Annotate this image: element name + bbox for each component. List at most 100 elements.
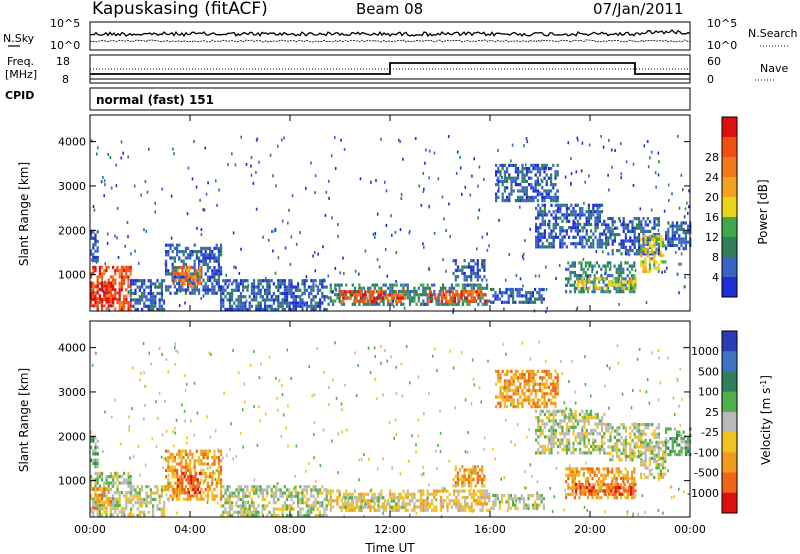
heatmap-cell bbox=[554, 409, 557, 413]
heatmap-cell bbox=[167, 288, 170, 292]
heatmap-cell bbox=[585, 428, 588, 433]
heatmap-cell bbox=[180, 275, 183, 279]
heatmap-cell bbox=[380, 137, 382, 141]
heatmap-cell bbox=[424, 508, 427, 512]
heatmap-cell bbox=[120, 285, 123, 289]
heatmap-cell bbox=[209, 256, 212, 260]
heatmap-cell bbox=[514, 369, 517, 373]
heatmap-cell bbox=[505, 300, 508, 304]
heatmap-cell bbox=[543, 229, 546, 233]
heatmap-cell bbox=[539, 173, 542, 177]
heatmap-cell bbox=[272, 298, 275, 302]
heatmap-cell bbox=[90, 230, 93, 234]
heatmap-cell bbox=[397, 499, 400, 503]
heatmap-cell bbox=[330, 154, 333, 158]
heatmap-cell bbox=[472, 283, 475, 287]
heatmap-cell bbox=[397, 299, 400, 303]
heatmap-cell bbox=[644, 448, 647, 452]
heatmap-cell bbox=[461, 286, 464, 290]
heatmap-cell bbox=[478, 296, 481, 300]
heatmap-cell bbox=[442, 286, 445, 290]
heatmap-cell bbox=[286, 285, 289, 289]
heatmap-cell bbox=[290, 235, 293, 239]
heatmap-cell bbox=[572, 441, 575, 445]
heatmap-cell bbox=[449, 290, 452, 294]
heatmap-cell bbox=[349, 492, 352, 496]
heatmap-cell bbox=[545, 173, 548, 177]
heatmap-cell bbox=[105, 281, 108, 285]
heatmap-cell bbox=[510, 369, 513, 373]
heatmap-cell bbox=[167, 459, 170, 463]
heatmap-cell bbox=[472, 465, 475, 469]
heatmap-cell bbox=[640, 247, 643, 251]
heatmap-cell bbox=[648, 257, 651, 261]
heatmap-cell bbox=[271, 230, 273, 233]
heatmap-cell bbox=[653, 244, 656, 248]
heatmap-cell bbox=[215, 484, 218, 488]
heatmap-cell bbox=[605, 451, 608, 455]
heatmap-cell bbox=[543, 376, 546, 380]
heatmap-cell bbox=[261, 295, 264, 299]
heatmap-cell bbox=[191, 282, 194, 286]
heatmap-cell bbox=[512, 379, 515, 383]
heatmap-cell bbox=[202, 246, 205, 250]
heatmap-cell bbox=[118, 475, 121, 479]
heatmap-cell bbox=[277, 298, 280, 302]
heatmap-cell bbox=[606, 261, 609, 265]
heatmap-cell bbox=[557, 222, 560, 227]
heatmap-cell bbox=[206, 452, 209, 456]
heatmap-cell bbox=[543, 203, 546, 207]
heatmap-cell bbox=[627, 239, 630, 243]
heatmap-cell bbox=[671, 237, 674, 241]
heatmap-cell bbox=[559, 204, 561, 208]
heatmap-cell bbox=[622, 270, 625, 275]
heatmap-cell bbox=[483, 259, 486, 263]
heatmap-cell bbox=[105, 494, 108, 498]
heatmap-cell bbox=[599, 276, 602, 281]
heatmap-cell bbox=[633, 432, 636, 436]
heatmap-cell bbox=[329, 492, 332, 496]
heatmap-cell bbox=[288, 285, 291, 289]
heatmap-cell bbox=[277, 301, 280, 305]
heatmap-cell bbox=[561, 428, 564, 433]
heatmap-cell bbox=[635, 426, 638, 430]
heatmap-cell bbox=[563, 419, 566, 423]
heatmap-cell bbox=[469, 293, 472, 297]
heatmap-cell bbox=[434, 293, 437, 297]
heatmap-cell bbox=[237, 301, 240, 305]
heatmap-cell bbox=[204, 272, 207, 276]
heatmap-cell bbox=[581, 451, 584, 455]
heatmap-cell bbox=[215, 256, 218, 260]
heatmap-cell bbox=[532, 376, 535, 380]
heatmap-cell bbox=[463, 275, 466, 279]
heatmap-cell bbox=[583, 435, 586, 439]
heatmap-cell bbox=[294, 298, 297, 302]
heatmap-cell bbox=[548, 435, 551, 439]
heatmap-cell bbox=[622, 448, 625, 452]
heatmap-cell bbox=[541, 428, 544, 433]
freq-traces bbox=[90, 62, 690, 80]
heatmap-cell bbox=[543, 435, 546, 439]
heatmap-cell bbox=[250, 510, 253, 514]
heatmap-cell bbox=[470, 259, 473, 263]
heatmap-cell bbox=[239, 307, 242, 312]
heatmap-cell bbox=[655, 237, 658, 242]
heatmap-cell bbox=[598, 245, 601, 249]
heatmap-cell bbox=[92, 246, 95, 250]
heatmap-cell bbox=[455, 283, 458, 287]
heatmap-cell bbox=[242, 282, 245, 286]
heatmap-cell bbox=[507, 300, 510, 304]
heatmap-cell bbox=[548, 419, 551, 423]
heatmap-cell bbox=[559, 232, 562, 236]
heatmap-cell bbox=[470, 468, 473, 472]
heatmap-cell bbox=[165, 449, 168, 453]
heatmap-cell bbox=[598, 432, 601, 436]
heatmap-cell bbox=[172, 491, 175, 495]
heatmap-cell bbox=[464, 290, 468, 294]
heatmap-cell bbox=[541, 245, 544, 249]
heatmap-cell bbox=[565, 277, 568, 281]
heatmap-cell bbox=[481, 502, 484, 506]
heatmap-cell bbox=[134, 307, 137, 312]
heatmap-cell bbox=[310, 291, 313, 296]
heatmap-cell bbox=[353, 505, 356, 509]
